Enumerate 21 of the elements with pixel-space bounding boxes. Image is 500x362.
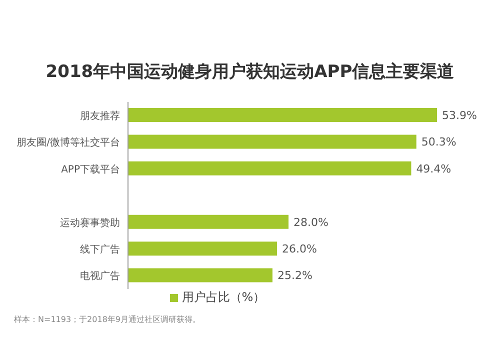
y-tick-label: 线下广告	[80, 243, 120, 256]
data-label: 53.9%	[442, 108, 477, 122]
data-label: 28.0%	[294, 216, 328, 229]
bar	[128, 268, 272, 282]
bar	[128, 214, 289, 229]
data-label: 25.2%	[277, 269, 312, 282]
bar	[128, 161, 412, 176]
y-tick-label: 朋友推荐	[80, 110, 120, 122]
data-label: 50.3%	[421, 136, 456, 149]
y-tick-label: 运动赛事赞助	[60, 216, 120, 229]
legend-label: 用户占比（%）	[182, 290, 266, 304]
data-label: 26.0%	[282, 242, 318, 256]
data-label: 49.4%	[416, 162, 452, 176]
y-tick-label: 电视广告	[80, 270, 120, 282]
bar	[128, 134, 416, 149]
bar	[128, 242, 278, 256]
y-tick-label: APP下载平台	[61, 163, 120, 176]
y-tick-label: 朋友圈/微博等社交平台	[16, 136, 120, 149]
text: 样本：N=1193；于2018年9月通过社区调研获得。	[13, 314, 202, 325]
bar	[128, 108, 437, 122]
chart-title: 2018年中国运动健身用户获知运动APP信息主要渠道	[44, 61, 456, 84]
